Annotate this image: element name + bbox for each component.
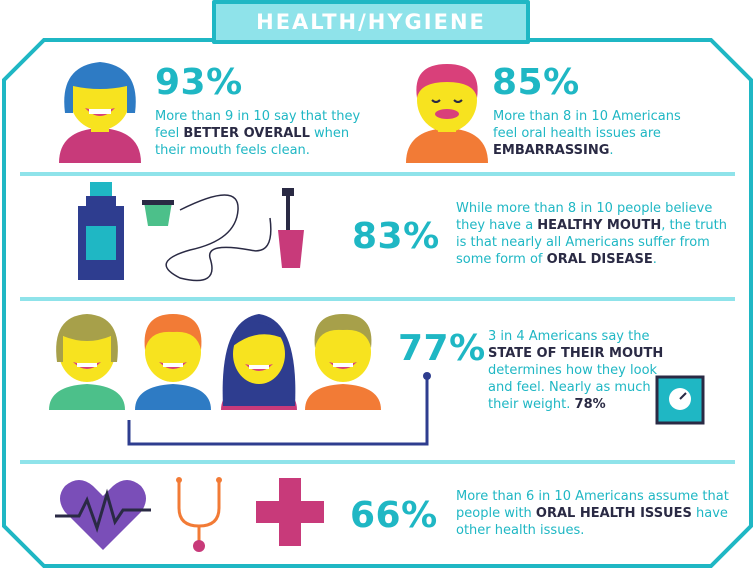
state-of-mouth-highlight: STATE OF THEIR MOUTH	[488, 346, 664, 361]
clean-percent: 93%	[155, 62, 243, 103]
medical-icons-illustration	[55, 477, 324, 552]
embarrassing-highlight: EMBARRASSING	[493, 143, 610, 158]
person-icon	[221, 314, 297, 410]
page-title: HEALTH/HYGIENE	[256, 10, 486, 34]
header-banner: HEALTH/HYGIENE	[212, 0, 530, 44]
person-icon	[305, 314, 381, 410]
clean-description: More than 9 in 10 say that they feel BET…	[155, 109, 361, 158]
person-icon	[49, 314, 125, 410]
mouthwash-icon	[78, 182, 124, 280]
bracket-line	[127, 378, 429, 446]
stethoscope-icon	[176, 477, 222, 552]
cup-icon	[142, 200, 174, 226]
section-divider	[20, 297, 735, 301]
medical-cross-icon	[256, 478, 324, 546]
embarrassed-person-icon	[406, 64, 488, 163]
scale-icon	[655, 375, 705, 425]
state-percent: 77%	[398, 328, 486, 369]
toothbrush-icon	[278, 188, 304, 268]
healthy-description: While more than 8 in 10 people believe t…	[456, 201, 727, 267]
oral-disease-highlight: ORAL DISEASE	[546, 252, 653, 267]
dental-items-illustration	[78, 182, 304, 282]
better-overall-highlight: BETTER OVERALL	[183, 126, 310, 141]
healthy-mouth-highlight: HEALTHY MOUTH	[537, 218, 662, 233]
heartbeat-icon	[55, 480, 151, 550]
bracket-dot	[423, 372, 431, 380]
group-of-people-icon	[49, 314, 431, 446]
weight-percent: 78%	[574, 397, 606, 412]
other-description: More than 6 in 10 Americans assume that …	[456, 489, 729, 538]
oral-health-issues-highlight: ORAL HEALTH ISSUES	[535, 506, 692, 521]
person-icon	[135, 314, 211, 410]
state-description: 3 in 4 Americans say the STATE OF THEIR …	[488, 329, 670, 412]
healthy-percent: 83%	[352, 216, 440, 257]
embarrassing-percent: 85%	[492, 62, 580, 103]
floss-icon	[165, 194, 272, 282]
section-divider	[20, 172, 735, 176]
other-percent: 66%	[350, 495, 438, 536]
smiling-person-icon	[59, 62, 141, 163]
embarrassing-description: More than 8 in 10 Americans feel oral he…	[493, 109, 681, 158]
section-divider	[20, 460, 735, 464]
